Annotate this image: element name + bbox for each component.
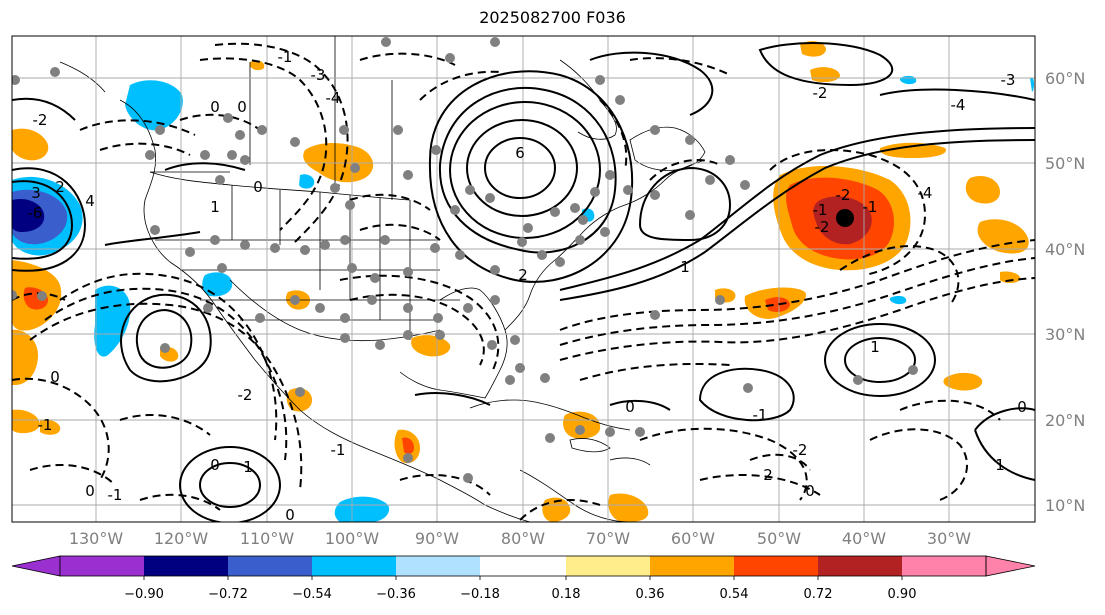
lat-label: 60°N (1045, 69, 1085, 88)
colorbar-extend-max (985, 555, 1036, 577)
lat-label: 40°N (1045, 240, 1085, 259)
colorbar-segment (144, 556, 228, 576)
colorbar-segment (396, 556, 480, 576)
contour-label: 1 (210, 198, 220, 216)
map-panel (12, 36, 1035, 522)
contour-label: -4 (918, 184, 933, 202)
lon-label: 50°W (757, 529, 801, 548)
longitude-labels: 130°W 120°W 110°W 100°W 90°W 80°W 70°W 6… (69, 529, 971, 548)
lon-label: 30°W (927, 529, 971, 548)
contour-label: -1 (108, 486, 123, 504)
lat-label: 10°N (1045, 496, 1085, 515)
colorbar-segment (734, 556, 818, 576)
contour-label: -4 (951, 96, 966, 114)
contour-label: 1 (243, 458, 253, 476)
contour-label: 4 (85, 192, 95, 210)
lon-label: 120°W (154, 529, 209, 548)
colorbar-tick-label: −0.18 (460, 587, 500, 602)
contour-label: -2 (33, 111, 48, 129)
latitude-labels: 60°N 50°N 40°N 30°N 20°N 10°N (1045, 69, 1085, 515)
colorbar-tick-label: 0.72 (804, 587, 833, 602)
colorbar-tick-label: −0.54 (292, 587, 332, 602)
graticule (12, 36, 1035, 522)
colorbar: −0.90 −0.72 −0.54 −0.36 −0.18 0.18 0.36 … (11, 555, 1036, 602)
colorbar-tick-label: −0.90 (124, 587, 164, 602)
lon-label: 80°W (501, 529, 545, 548)
contour-label: 1 (995, 456, 1005, 474)
contour-labels: 0 -1 -2 -3 -4 1 2 3 4 6 -6 -2 -1 0 1 2 -… (28, 48, 1027, 524)
contour-label: 0 (210, 456, 220, 474)
colorbar-segment (480, 556, 566, 576)
contour-label: -1 (863, 198, 878, 216)
contour-label: -2 (238, 386, 253, 404)
contour-label: 0 (805, 482, 815, 500)
contour-label: 0 (237, 98, 247, 116)
colorbar-segment (228, 556, 312, 576)
contour-label: -6 (28, 204, 43, 222)
colorbar-segment (818, 556, 902, 576)
contour-label: 1 (680, 258, 690, 276)
colorbar-segment (566, 556, 650, 576)
contour-label: -3 (1001, 71, 1016, 89)
lon-label: 40°W (842, 529, 886, 548)
contour-label: -3 (311, 66, 326, 84)
contour-label: -2 (793, 441, 808, 459)
contour-label: -1 (278, 48, 293, 66)
colorbar-segment (312, 556, 396, 576)
dashed-contours (12, 42, 1035, 521)
colorbar-tick-label: −0.36 (376, 587, 416, 602)
contour-label: -2 (815, 218, 830, 236)
contour-label: 0 (285, 506, 295, 524)
lat-label: 50°N (1045, 154, 1085, 173)
colorbar-tick-label: −0.72 (208, 587, 248, 602)
contour-label: 0 (50, 368, 60, 386)
contour-label: 2 (55, 178, 65, 196)
colorbar-tick-label: 0.36 (636, 587, 665, 602)
map-frame (11, 35, 1036, 523)
contour-label: 0 (210, 98, 220, 116)
colorbar-extend-min (11, 555, 61, 577)
contour-label: -4 (326, 89, 341, 107)
contour-label: 0 (1017, 398, 1027, 416)
storm-center-marker (836, 209, 854, 227)
colorbar-segment (902, 556, 986, 576)
contour-label: 2 (763, 466, 773, 484)
station-markers (12, 37, 918, 483)
lon-label: 130°W (69, 529, 124, 548)
solid-contours (12, 42, 1035, 522)
map-title: 2025082700 F036 (479, 8, 626, 27)
contour-label: 1 (870, 338, 880, 356)
colorbar-segment (650, 556, 734, 576)
lon-label: 90°W (415, 529, 459, 548)
contour-label: -2 (836, 186, 851, 204)
contour-label: 2 (518, 266, 528, 284)
contour-label: 0 (85, 482, 95, 500)
colorbar-tick-label: 0.54 (720, 587, 749, 602)
contour-label: 0 (625, 398, 635, 416)
colorbar-tick-label: 0.90 (888, 587, 917, 602)
contour-label: -2 (813, 84, 828, 102)
contour-label: -1 (331, 441, 346, 459)
lat-label: 30°N (1045, 325, 1085, 344)
colorbar-segment (60, 556, 144, 576)
lon-label: 100°W (325, 529, 380, 548)
lon-label: 110°W (240, 529, 295, 548)
lat-label: 20°N (1045, 411, 1085, 430)
colorbar-tick-label: 0.18 (552, 587, 581, 602)
contour-label: 0 (253, 178, 263, 196)
contour-label: -1 (813, 201, 828, 219)
contour-label: -1 (38, 416, 53, 434)
contour-label: 6 (515, 144, 525, 162)
lon-label: 70°W (586, 529, 630, 548)
contour-label: 3 (31, 184, 41, 202)
lon-label: 60°W (671, 529, 715, 548)
contour-label: -1 (753, 406, 768, 424)
